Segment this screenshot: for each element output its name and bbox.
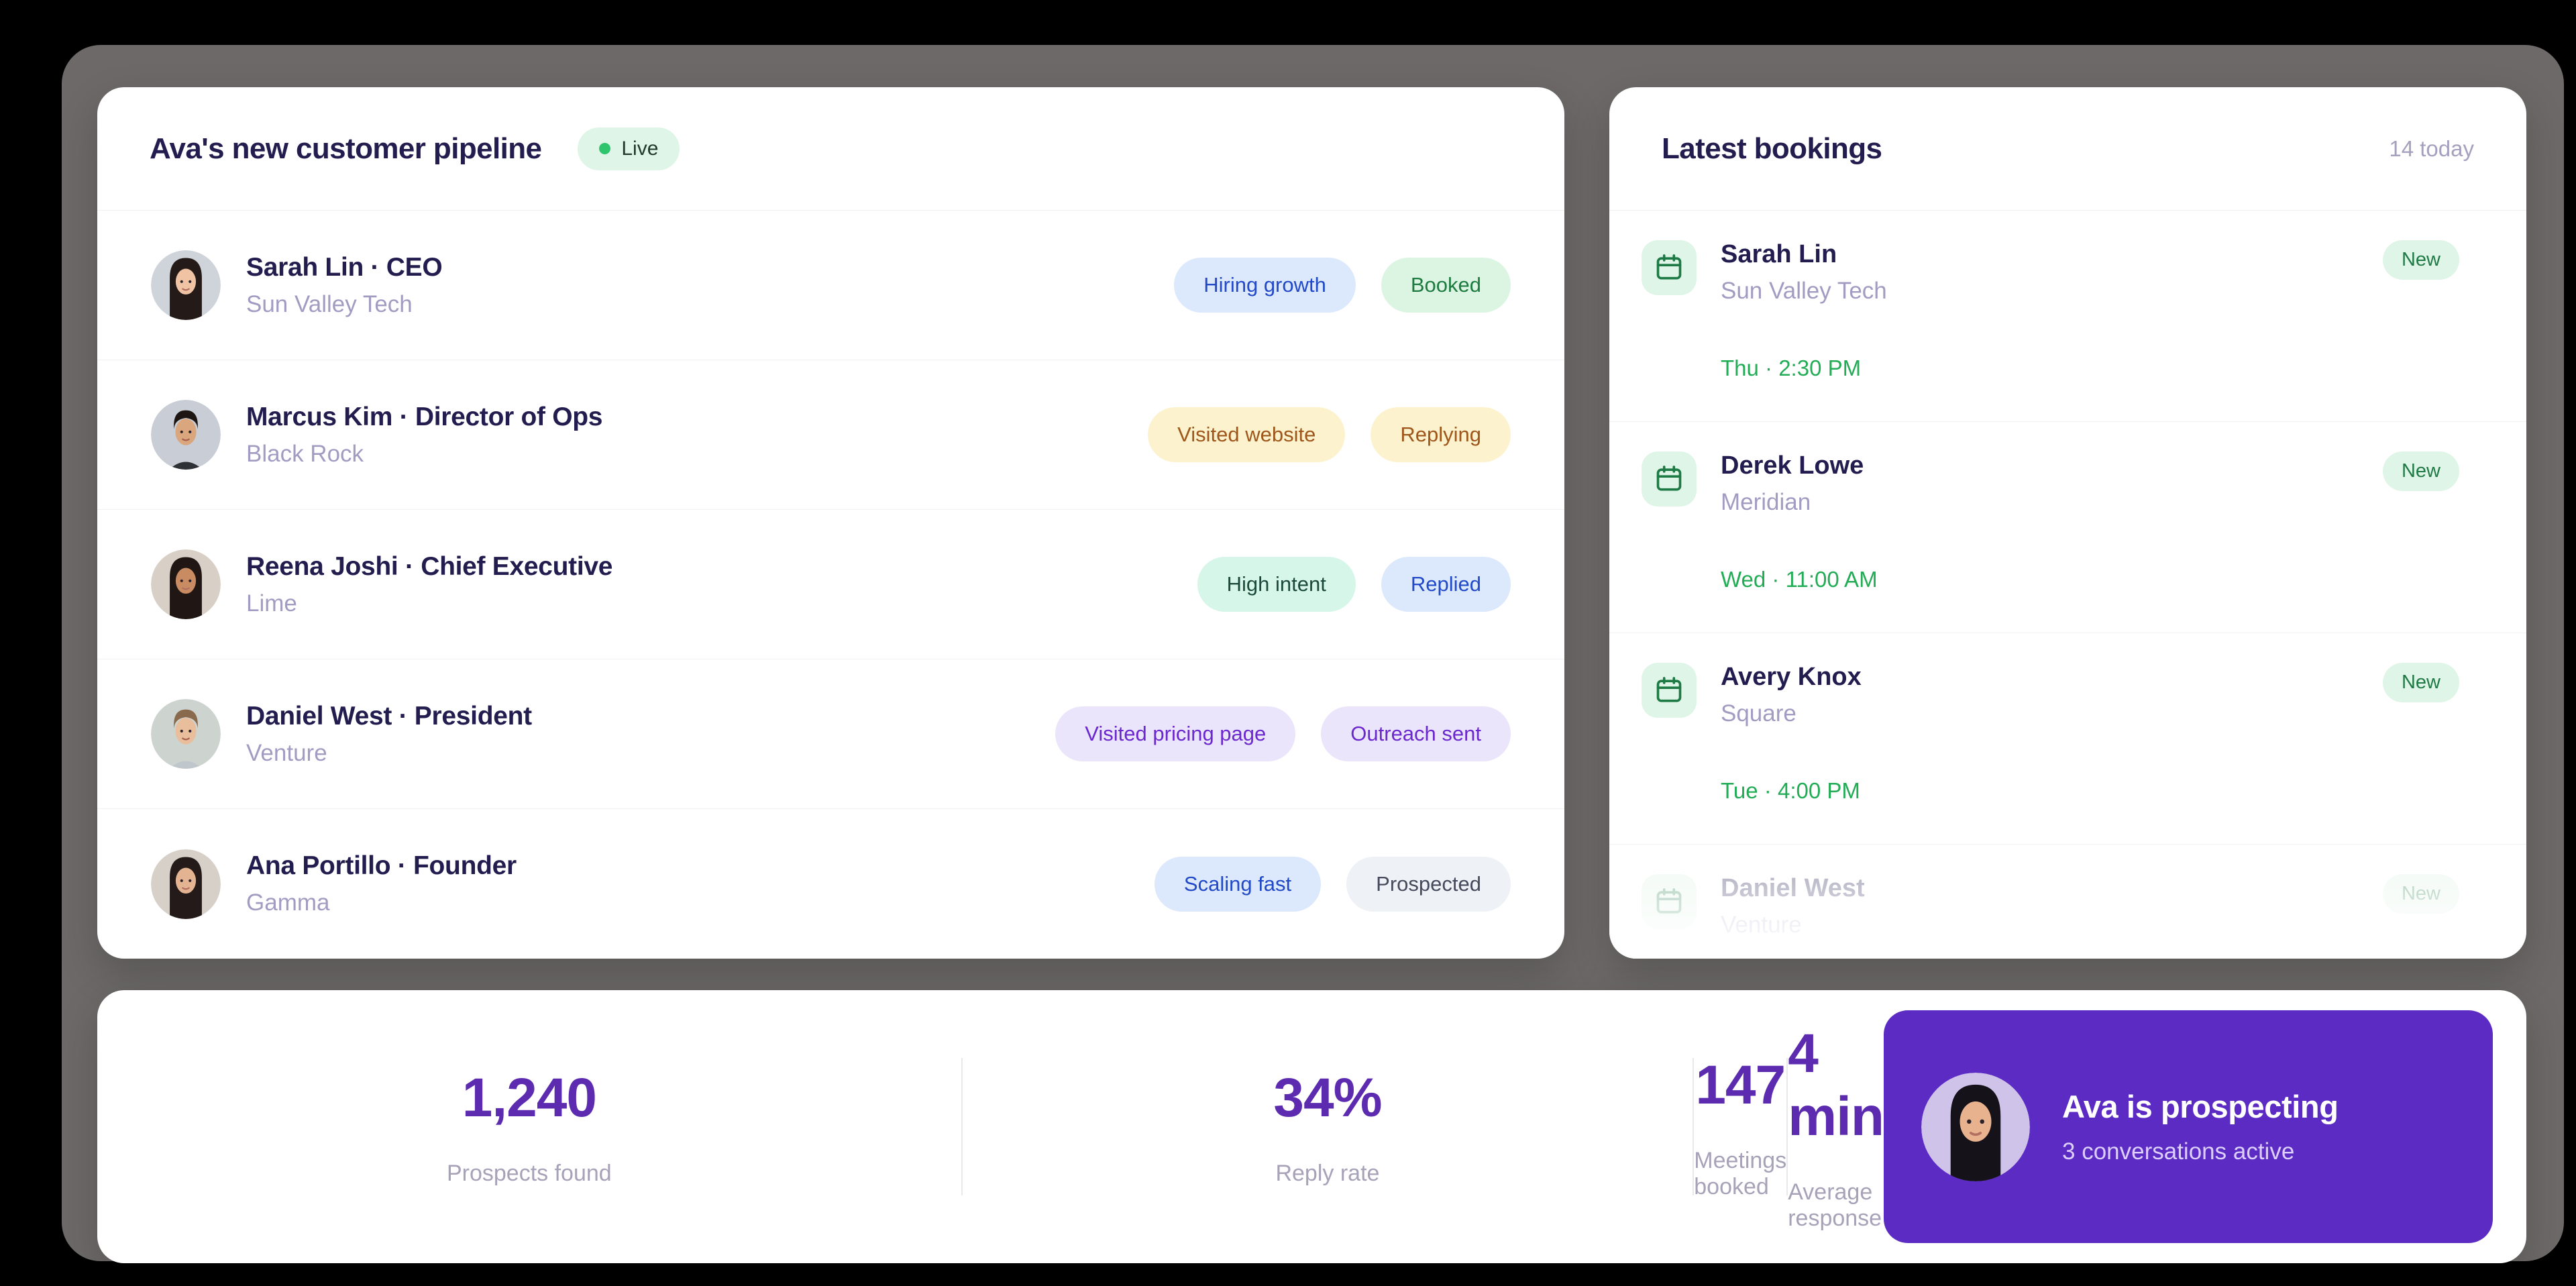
ava-status-text: Ava is prospecting 3 conversations activ… (2062, 1088, 2339, 1165)
stat-value: 4 min (1788, 1022, 1884, 1147)
new-badge: New (2382, 874, 2459, 914)
prospect-info: Ana Portillo · Founder Gamma (246, 851, 517, 916)
status-tags: High intent Replied (1197, 557, 1511, 612)
pipeline-title: Ava's new customer pipeline (150, 131, 542, 165)
stat-label: Meetings booked (1694, 1147, 1787, 1199)
booking-company: Venture (1721, 911, 1802, 938)
booking-time: Thu · 2:30 PM (1721, 355, 1862, 380)
pipeline-header: Ava's new customer pipeline Live (97, 87, 1564, 211)
stat-value: 1,240 (462, 1067, 597, 1128)
pipeline-card: Ava's new customer pipeline Live Sarah L… (97, 87, 1564, 959)
bookings-card: Latest bookings 14 today Sarah Lin Sun V… (1609, 87, 2526, 959)
bookings-title: Latest bookings (1662, 131, 1882, 165)
stat-label: Reply rate (1275, 1161, 1380, 1186)
status-tag: Prospected (1346, 856, 1511, 912)
prospect-info: Marcus Kim · Director of Ops Black Rock (246, 402, 603, 468)
booking-item[interactable]: Avery Knox Square Tue · 4:00 PM New (1609, 633, 2526, 845)
stat-divider (1693, 1058, 1695, 1195)
status-tag: Scaling fast (1154, 856, 1322, 912)
pipeline-row[interactable]: Ana Portillo · Founder Gamma Scaling fas… (97, 809, 1564, 959)
status-tag: High intent (1197, 557, 1356, 612)
stat-prospects-found: 1,240 Prospects found (97, 990, 961, 1263)
booking-name: Daniel West (1721, 874, 1865, 902)
status-tags: Scaling fast Prospected (1154, 856, 1511, 912)
booking-item[interactable]: Derek Lowe Meridian Wed · 11:00 AM New (1609, 422, 2526, 633)
prospect-company: Black Rock (246, 440, 364, 467)
status-tag: Replying (1371, 407, 1511, 462)
stat-label: Average response (1788, 1179, 1882, 1231)
prospect-company: Sun Valley Tech (246, 290, 413, 317)
status-tag: Visited website (1148, 407, 1346, 462)
pipeline-row[interactable]: Sarah Lin · CEO Sun Valley Tech Hiring g… (97, 211, 1564, 360)
booking-time: Wed · 11:00 AM (1721, 566, 1878, 592)
prospect-name: Marcus Kim · Director of Ops (246, 402, 603, 431)
ava-avatar (1921, 1073, 2030, 1181)
live-badge-label: Live (621, 137, 659, 160)
prospect-info: Daniel West · President Venture (246, 702, 532, 767)
status-tags: Visited pricing page Outreach sent (1055, 706, 1511, 761)
prospect-avatar (151, 250, 221, 320)
stat-divider (1786, 1058, 1788, 1195)
prospect-name: Reena Joshi · Chief Executive (246, 551, 613, 581)
status-tag: Outreach sent (1321, 706, 1511, 761)
calendar-icon (1642, 451, 1697, 506)
ava-status-card: Ava is prospecting 3 conversations activ… (1884, 1010, 2493, 1243)
new-badge: New (2382, 663, 2459, 702)
status-tag: Visited pricing page (1055, 706, 1296, 761)
stats-card: 1,240 Prospects found 34% Reply rate 147… (97, 990, 2526, 1263)
bookings-header: Latest bookings 14 today (1609, 87, 2526, 211)
ava-status-title: Ava is prospecting (2062, 1089, 2339, 1124)
pipeline-row[interactable]: Reena Joshi · Chief Executive Lime High … (97, 510, 1564, 659)
status-tag: Hiring growth (1174, 258, 1356, 313)
pipeline-row[interactable]: Daniel West · President Venture Visited … (97, 659, 1564, 809)
prospect-info: Sarah Lin · CEO Sun Valley Tech (246, 252, 443, 318)
booking-time: Tue · 4:00 PM (1721, 778, 1860, 803)
prospect-company: Gamma (246, 890, 330, 916)
status-tags: Visited website Replying (1148, 407, 1511, 462)
prospect-name: Ana Portillo · Founder (246, 851, 517, 880)
booking-item[interactable]: Sarah Lin Sun Valley Tech Thu · 2:30 PM … (1609, 211, 2526, 422)
prospect-company: Venture (246, 739, 327, 766)
live-dot-icon (599, 143, 611, 154)
pipeline-row[interactable]: Marcus Kim · Director of Ops Black Rock … (97, 360, 1564, 510)
booking-name: Sarah Lin (1721, 240, 1837, 268)
stat-value: 147 (1695, 1054, 1786, 1116)
bookings-count: 14 today (2389, 136, 2474, 161)
stat-label: Prospects found (446, 1161, 612, 1186)
prospect-avatar (151, 849, 221, 919)
booking-company: Square (1721, 700, 1796, 727)
prospect-info: Reena Joshi · Chief Executive Lime (246, 552, 612, 617)
calendar-icon (1642, 240, 1697, 295)
dashboard-frame: Ava's new customer pipeline Live Sarah L… (62, 45, 2564, 1263)
booking-item[interactable]: Daniel West Venture New (1609, 845, 2526, 959)
booking-name: Avery Knox (1721, 663, 1862, 691)
prospect-avatar (151, 400, 221, 470)
status-tags: Hiring growth Booked (1174, 258, 1511, 313)
stat-value: 34% (1273, 1067, 1382, 1128)
stat-average-response: 4 min Average response (1788, 990, 1884, 1263)
stat-divider (961, 1058, 963, 1195)
prospect-avatar (151, 699, 221, 769)
booking-company: Meridian (1721, 488, 1811, 515)
calendar-icon (1642, 663, 1697, 718)
calendar-icon (1642, 874, 1697, 929)
prospect-name: Sarah Lin · CEO (246, 252, 443, 282)
live-badge: Live (578, 127, 680, 170)
stat-reply-rate: 34% Reply rate (963, 990, 1693, 1263)
stat-meetings-booked: 147 Meetings booked (1694, 990, 1786, 1263)
prospect-avatar (151, 549, 221, 619)
stats-row: 1,240 Prospects found 34% Reply rate 147… (97, 990, 1884, 1263)
ava-status-subtitle: 3 conversations active (2062, 1138, 2295, 1165)
booking-name: Derek Lowe (1721, 451, 1864, 480)
new-badge: New (2382, 451, 2459, 491)
prospect-name: Daniel West · President (246, 701, 532, 731)
status-tag: Booked (1381, 258, 1511, 313)
new-badge: New (2382, 240, 2459, 280)
status-tag: Replied (1381, 557, 1511, 612)
booking-company: Sun Valley Tech (1721, 277, 1887, 304)
prospect-company: Lime (246, 590, 297, 617)
